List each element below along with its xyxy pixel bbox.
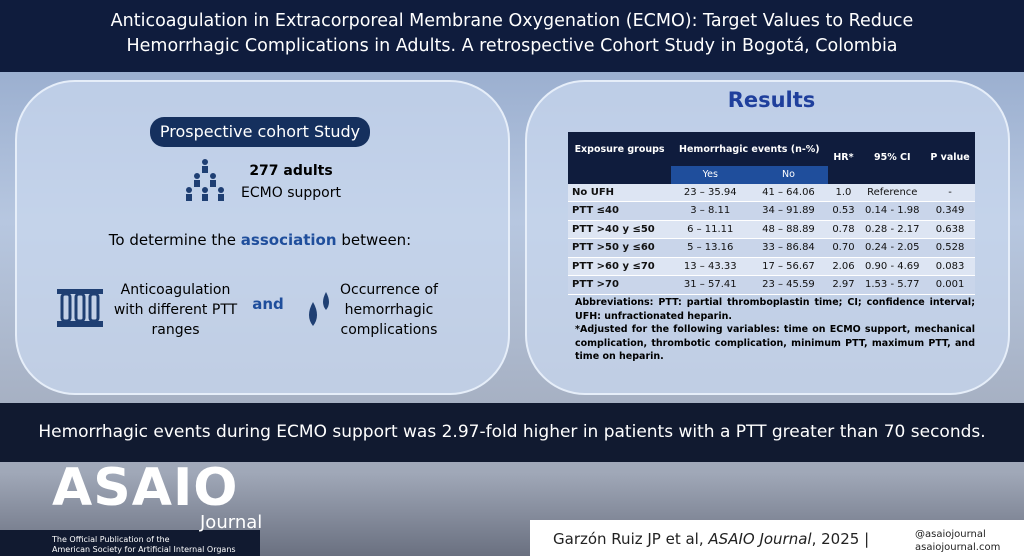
table-cell: 0.528	[935, 242, 965, 254]
table-cell: 0.78	[832, 223, 855, 235]
table-cell: 23 – 45.59	[762, 279, 815, 291]
table-row: No UFH 23 – 35.94 41 – 64.06 1.0 Reference -	[568, 183, 975, 202]
header-cell: Exposure groups	[568, 132, 672, 166]
table-row: PTT >50 y ≤60 5 – 13.16 33 – 86.84 0.70 0.24…	[568, 238, 975, 257]
notes: Abbreviations: PTT: partial thromboplast…	[575, 296, 975, 364]
header-cell: No	[749, 166, 828, 184]
table-cell: 0.70	[832, 242, 855, 254]
table-row: PTT >40 y ≤50 6 – 11.11 48 – 88.89 0.78 0.28…	[568, 220, 975, 239]
citation-text: Garzón Ruiz JP et al,	[553, 530, 704, 548]
table-cell: 0.083	[935, 260, 965, 272]
exposure: Anticoagulation with different PTT range…	[113, 282, 238, 338]
table-cell: 41 – 64.06	[762, 186, 815, 198]
title-line: Hemorrhagic Complications in Adults. A r…	[126, 36, 898, 56]
table-cell: 2.97	[832, 279, 855, 291]
table-cell: 23 – 35.94	[683, 186, 737, 198]
table-cell: 34 – 91.89	[762, 205, 815, 217]
footer-band	[0, 530, 260, 556]
results-title: Results	[727, 88, 816, 112]
cohort-count: 277 adults	[249, 163, 333, 179]
note: Abbreviations: PTT: partial thromboplast…	[575, 297, 975, 322]
logo-sub: Journal	[200, 512, 263, 533]
links: @asaiojournal asaiojournal.com	[915, 528, 1000, 554]
table-cell: 0.28 - 2.17	[865, 223, 920, 235]
note: *Adjusted for the following variables: t…	[575, 324, 975, 362]
table-cell: 0.14 - 1.98	[865, 205, 920, 217]
table-cell: 0.349	[935, 205, 965, 217]
outcome: Occurrence of hemorrhagic complications	[340, 282, 438, 338]
tubes-icon	[57, 289, 103, 327]
tagline: The Official Publication of the American…	[52, 535, 236, 555]
header-cell: 95% CI	[859, 132, 926, 184]
people-icon	[186, 159, 224, 201]
badge: Prospective cohort Study	[150, 117, 370, 147]
aim: To determine the association between:	[60, 231, 460, 249]
citation: Garzón Ruiz JP et al, ASAIO Journal, 202…	[553, 530, 869, 548]
citation-text: , 2025 |	[811, 530, 870, 548]
table-cell: PTT >60 y ≤70	[572, 260, 655, 272]
table-cell: PTT ≤40	[572, 205, 619, 217]
table-cell: 13 – 43.33	[683, 260, 737, 272]
table-cell: 6 – 11.11	[687, 223, 734, 235]
handle: @asaiojournal	[915, 529, 986, 540]
table-cell: 33 – 86.84	[762, 242, 815, 254]
header-cell: HR*	[827, 132, 860, 184]
tagline-line: The Official Publication of the	[52, 535, 170, 544]
cohort-support: ECMO support	[241, 185, 341, 201]
table-cell: 0.001	[935, 279, 965, 291]
table-cell: PTT >50 y ≤60	[572, 242, 655, 254]
table-cell: 1.53 - 5.77	[865, 279, 920, 291]
citation-box	[530, 520, 1024, 556]
citation-journal: ASAIO Journal	[708, 530, 812, 548]
table-cell: 17 – 56.67	[762, 260, 815, 272]
table-cell: 0.53	[832, 205, 855, 217]
header: Anticoagulation in Extracorporeal Membra…	[0, 0, 1024, 72]
table-row: PTT >60 y ≤70 13 – 43.33 17 – 56.67 2.06 0.9…	[568, 257, 975, 276]
drops-icon	[309, 292, 329, 326]
conclusion: Hemorrhagic events during ECMO support w…	[0, 403, 1024, 462]
table-cell: 48 – 88.89	[762, 223, 815, 235]
table-row: PTT ≤40 3 – 8.11 34 – 91.89 0.53 0.14 - 1.98…	[568, 201, 975, 220]
table-cell: Reference	[867, 186, 918, 198]
table-cell: 31 – 57.41	[683, 279, 737, 291]
table-cell: PTT >70	[572, 279, 619, 291]
table-cell: 2.06	[832, 260, 855, 272]
logo: ASAIO	[52, 458, 239, 518]
table-cell: 0.24 - 2.05	[865, 242, 920, 254]
aim-key: association	[240, 231, 337, 249]
table-cell: PTT >40 y ≤50	[572, 223, 655, 235]
title-line: Anticoagulation in Extracorporeal Membra…	[110, 11, 914, 31]
aim-text: To determine the	[108, 231, 236, 249]
results-table: Exposure groups Hemorrhagic events (n-%)…	[568, 132, 975, 295]
table-row: PTT >70 31 – 57.41 23 – 45.59 2.97 1.53 - 5.…	[568, 275, 975, 294]
table-cell: 0.90 - 4.69	[865, 260, 920, 272]
aim-text: between:	[341, 231, 412, 249]
table-cell: No UFH	[572, 186, 615, 198]
connector: and	[252, 295, 284, 313]
table-cell: 1.0	[835, 186, 852, 198]
tagline-line: American Society for Artificial Internal…	[52, 545, 236, 554]
header-cell: Hemorrhagic events (n-%)	[671, 132, 828, 166]
site: asaiojournal.com	[915, 542, 1001, 553]
table-cell: -	[948, 186, 952, 198]
table-cell: 3 – 8.11	[690, 205, 731, 217]
table-cell: 0.638	[935, 223, 965, 235]
table-cell: 5 – 13.16	[687, 242, 734, 254]
header-cell: Yes	[671, 166, 750, 184]
header-cell: P value	[925, 132, 975, 184]
